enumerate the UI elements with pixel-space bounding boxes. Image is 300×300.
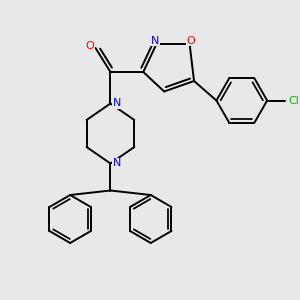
Text: N: N (113, 98, 121, 109)
Text: O: O (187, 35, 195, 46)
Text: Cl: Cl (288, 95, 299, 106)
Text: N: N (151, 35, 159, 46)
Text: N: N (113, 158, 121, 169)
Text: O: O (86, 41, 94, 52)
